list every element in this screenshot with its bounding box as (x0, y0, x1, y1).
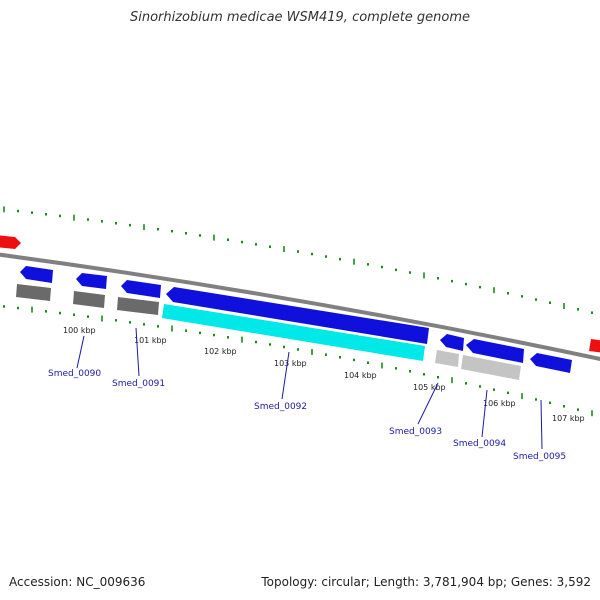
gene-arrow-smed-0091[interactable] (76, 273, 107, 289)
gene-arrow-smed-0092[interactable] (166, 287, 429, 344)
accession-label: Accession: NC_009636 (9, 575, 146, 589)
gene-label-smed-0091[interactable]: Smed_0091 (112, 379, 165, 389)
gene-arrow-smed-0093[interactable] (440, 334, 464, 351)
feature-bar-light-1[interactable] (435, 350, 459, 367)
scale-label-107: 107 kbp (552, 414, 585, 423)
gene-label-smed-0094[interactable]: Smed_0094 (453, 439, 506, 449)
inner-tick-row (3, 305, 593, 417)
leader-line-smed-0090 (76, 335, 85, 369)
leader-line-smed-0091 (135, 327, 140, 377)
scale-label-102: 102 kbp (204, 347, 237, 356)
gene-label-smed-0095[interactable]: Smed_0095 (513, 452, 566, 462)
genome-backbone (0, 252, 600, 361)
gene-label-smed-0093[interactable]: Smed_0093 (389, 427, 442, 437)
leader-line-smed-0094 (481, 389, 488, 438)
scale-label-105: 105 kbp (413, 383, 446, 392)
leader-line-smed-0095 (540, 399, 543, 450)
feature-bar-light-2[interactable] (461, 355, 521, 380)
leader-line-smed-0092 (281, 351, 290, 400)
gene-label-smed-0092[interactable]: Smed_0092 (254, 402, 307, 412)
feature-bar-dark-2[interactable] (73, 291, 105, 308)
leader-line-smed-0093 (417, 382, 439, 425)
feature-bar-dark-3[interactable] (117, 297, 159, 315)
gene-arrow-next-0091[interactable] (121, 280, 161, 298)
gene-arrow-smed-0090[interactable] (20, 266, 53, 283)
scale-label-106: 106 kbp (483, 399, 516, 408)
outer-tick-row (3, 206, 593, 314)
scale-label-101: 101 kbp (134, 336, 167, 345)
scale-label-103: 103 kbp (274, 359, 307, 368)
gene-arrow-smed-0095[interactable] (530, 353, 572, 373)
gene-arrow-red-left[interactable] (0, 235, 21, 249)
feature-bar-cyan[interactable] (162, 304, 425, 361)
page-title: Sinorhizobium medicae WSM419, complete g… (129, 10, 471, 25)
gene-label-smed-0090[interactable]: Smed_0090 (48, 369, 101, 379)
scale-label-104: 104 kbp (344, 371, 377, 380)
feature-bar-dark-1[interactable] (16, 284, 51, 301)
genome-summary: Topology: circular; Length: 3,781,904 bp… (261, 575, 591, 589)
gene-arrow-smed-0094[interactable] (466, 339, 524, 363)
gene-arrow-red-right[interactable] (589, 339, 600, 353)
scale-label-100: 100 kbp (63, 326, 96, 335)
